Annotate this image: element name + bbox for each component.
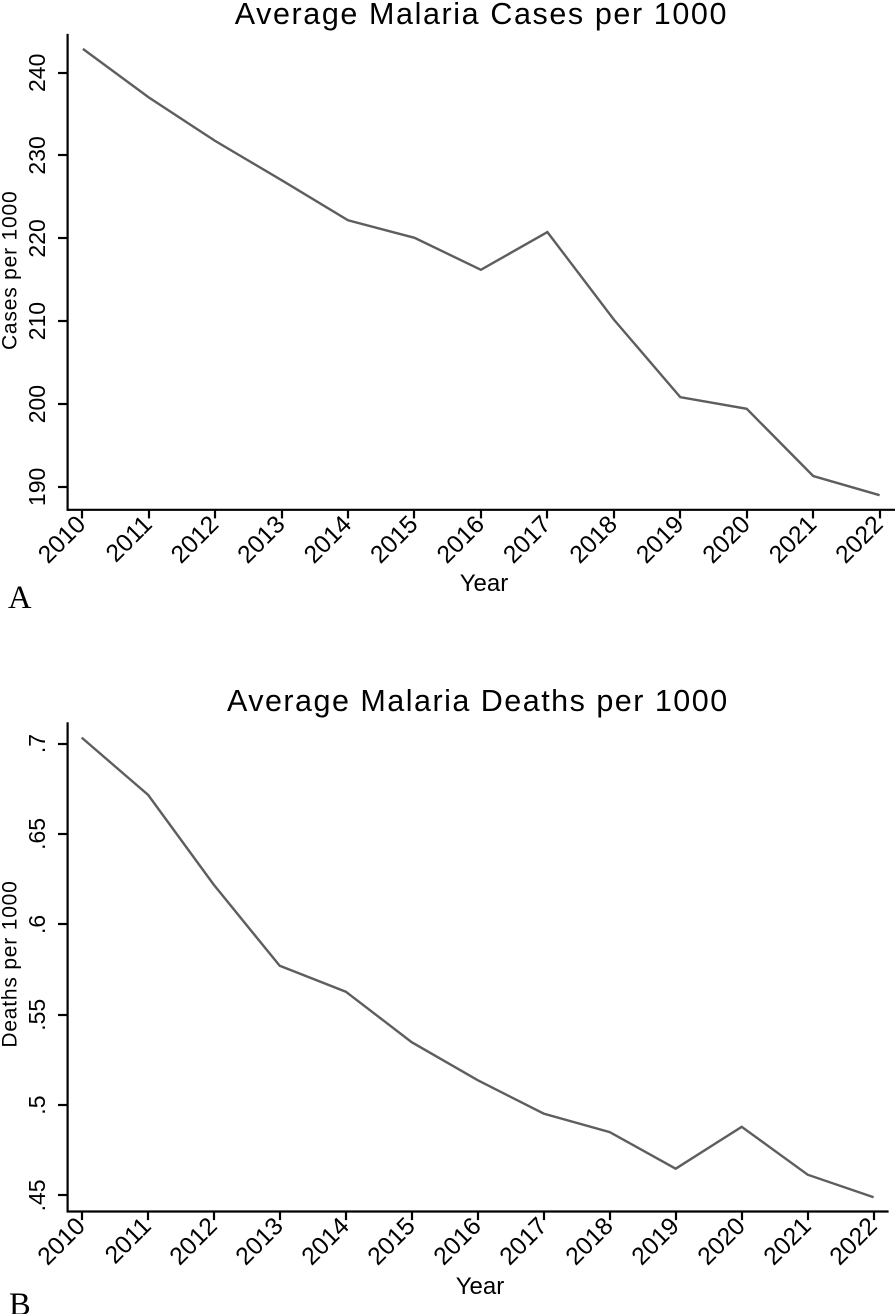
svg-text:190: 190 <box>24 468 50 506</box>
svg-text:.6: .6 <box>24 915 50 934</box>
svg-text:B: B <box>9 1287 31 1314</box>
svg-text:.7: .7 <box>24 734 50 753</box>
svg-text:240: 240 <box>24 54 50 92</box>
svg-text:200: 200 <box>24 385 50 423</box>
svg-text:Average Malaria Cases per 1000: Average Malaria Cases per 1000 <box>235 0 728 31</box>
svg-text:210: 210 <box>24 302 50 340</box>
svg-text:Cases per 1000: Cases per 1000 <box>0 191 22 350</box>
svg-text:Average Malaria Deaths per 100: Average Malaria Deaths per 1000 <box>227 684 729 718</box>
svg-text:.5: .5 <box>24 1096 50 1115</box>
svg-text:230: 230 <box>24 136 50 174</box>
svg-text:Deaths per 1000: Deaths per 1000 <box>0 880 22 1047</box>
svg-text:220: 220 <box>24 219 50 257</box>
svg-text:Year: Year <box>456 1273 505 1300</box>
svg-text:Year: Year <box>460 570 509 597</box>
svg-text:.55: .55 <box>24 999 50 1031</box>
svg-text:.45: .45 <box>24 1179 50 1211</box>
svg-text:A: A <box>8 580 32 616</box>
svg-text:.65: .65 <box>24 818 50 850</box>
